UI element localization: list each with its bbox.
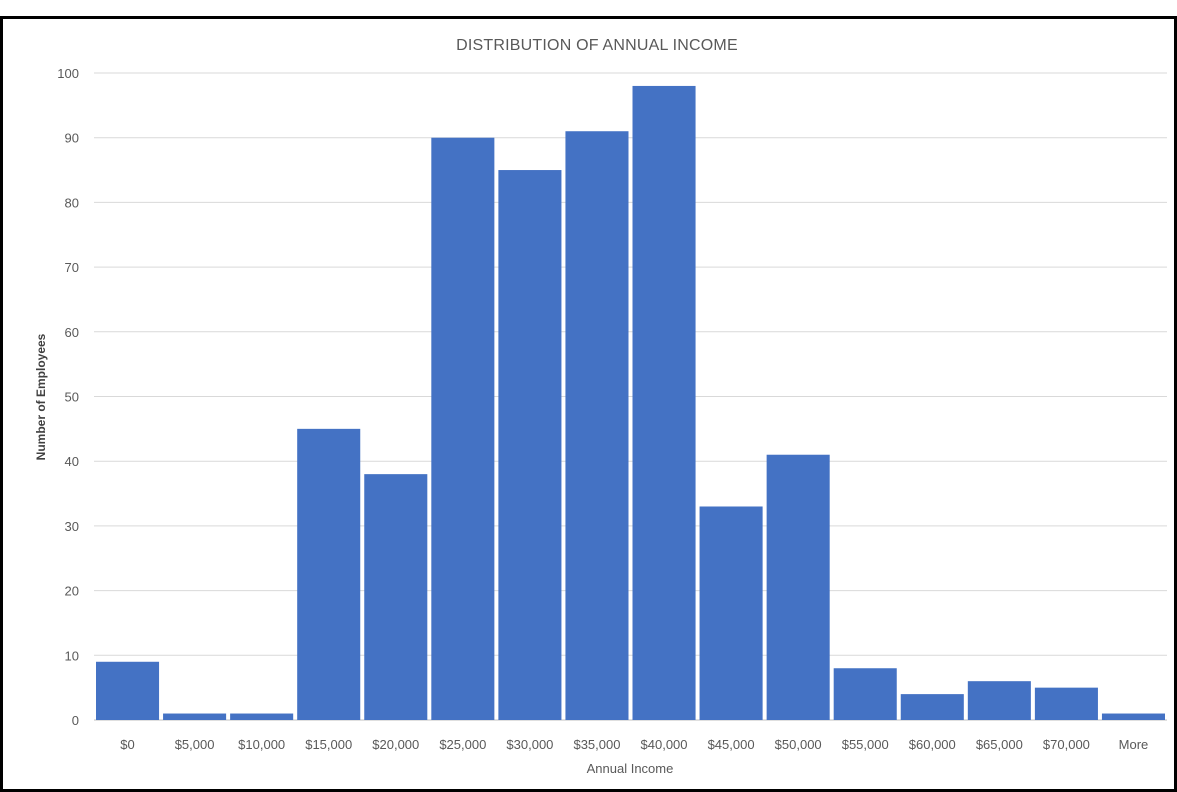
bar-14 [1034, 687, 1098, 720]
x-tick-label: $10,000 [238, 737, 285, 752]
x-tick-label: $65,000 [976, 737, 1023, 752]
y-axis-label: Number of Employees [34, 333, 48, 460]
y-tick-label: 50 [65, 390, 79, 405]
bar-4 [364, 474, 428, 720]
bar-15 [1101, 713, 1165, 720]
bar-7 [565, 131, 629, 721]
x-tick-label: $55,000 [842, 737, 889, 752]
x-tick-label: More [1119, 737, 1149, 752]
bar-5 [431, 137, 495, 720]
x-tick-label: $50,000 [775, 737, 822, 752]
x-tick-label: $70,000 [1043, 737, 1090, 752]
y-tick-label: 20 [65, 584, 79, 599]
y-tick-label: 30 [65, 519, 79, 534]
x-tick-label: $25,000 [439, 737, 486, 752]
y-tick-label: 10 [65, 648, 79, 663]
x-tick-label: $15,000 [305, 737, 352, 752]
bar-6 [498, 170, 562, 721]
y-tick-label: 80 [65, 195, 79, 210]
x-tick-label: $30,000 [506, 737, 553, 752]
bar-0 [96, 661, 160, 720]
x-tick-label: $45,000 [708, 737, 755, 752]
top-strip [0, 0, 1177, 18]
x-tick-labels: $0 $5,000 $10,000 $15,000 $20,000 $25,000 $30,… [120, 737, 1148, 752]
y-tick-label: 70 [65, 260, 79, 275]
x-tick-label: $0 [120, 737, 134, 752]
gridlines [94, 72, 1167, 721]
x-tick-label: $20,000 [372, 737, 419, 752]
bar-10 [766, 454, 830, 720]
y-tick-labels: 0 10 20 30 40 50 60 70 80 90 100 [57, 66, 79, 728]
bar-12 [900, 694, 964, 720]
bar-2 [230, 713, 294, 720]
y-tick-label: 40 [65, 454, 79, 469]
y-tick-label: 60 [65, 325, 79, 340]
bars [96, 85, 1165, 721]
y-tick-label: 90 [65, 131, 79, 146]
y-tick-label: 0 [72, 713, 79, 728]
y-tick-label: 100 [57, 66, 79, 81]
x-tick-label: $60,000 [909, 737, 956, 752]
bar-3 [297, 428, 361, 720]
x-tick-label: $40,000 [641, 737, 688, 752]
x-axis-label: Annual Income [587, 761, 674, 776]
bar-1 [163, 713, 227, 720]
bar-11 [833, 668, 897, 720]
bar-9 [699, 506, 763, 720]
x-tick-label: $35,000 [573, 737, 620, 752]
bar-13 [967, 681, 1031, 720]
x-tick-label: $5,000 [175, 737, 215, 752]
bar-8 [632, 85, 696, 720]
chart-title: DISTRIBUTION OF ANNUAL INCOME [456, 37, 738, 54]
